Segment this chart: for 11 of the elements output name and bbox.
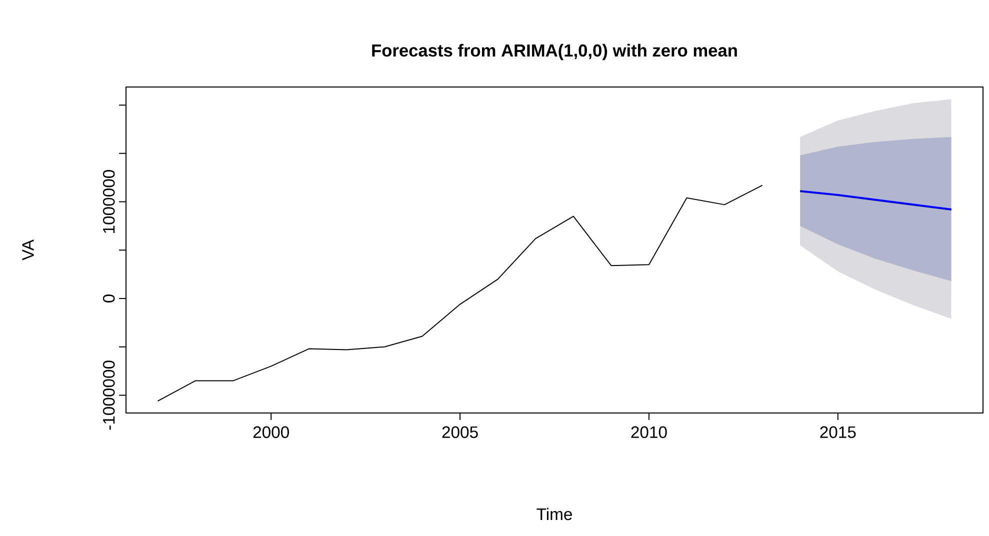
y-tick-label: -1000000 — [102, 360, 115, 430]
x-axis-title: Time — [536, 508, 572, 520]
y-tick-label: 1000000 — [102, 170, 115, 233]
x-tick-label: 2000 — [253, 426, 289, 438]
line-series — [157, 184, 763, 402]
y-axis-title: VA — [22, 240, 34, 260]
chart-title: Forecasts from ARIMA(1,0,0) with zero mean — [372, 44, 737, 60]
x-tick-label: 2005 — [442, 426, 478, 438]
y-tick-label: 0 — [102, 294, 115, 302]
x-tick-label: 2010 — [631, 426, 667, 438]
x-tick-label: 2015 — [820, 426, 856, 438]
